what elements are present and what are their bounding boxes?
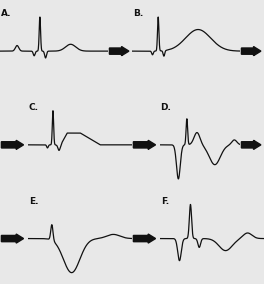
Text: C.: C. <box>29 103 39 112</box>
Text: D.: D. <box>161 103 171 112</box>
Text: E.: E. <box>29 197 38 206</box>
Text: B.: B. <box>133 9 143 18</box>
Text: F.: F. <box>161 197 169 206</box>
Text: A.: A. <box>1 9 12 18</box>
